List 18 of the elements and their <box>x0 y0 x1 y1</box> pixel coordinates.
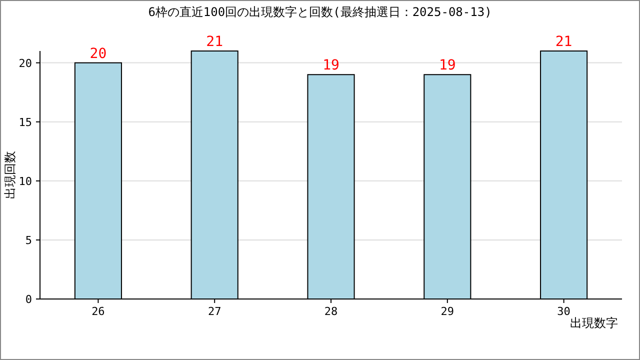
x-tick-label: 26 <box>92 305 105 318</box>
y-tick-label: 0 <box>25 293 32 306</box>
y-tick-label: 10 <box>18 174 32 188</box>
chart-title: 6枠の直近100回の出現数字と回数(最終抽選日：2025-08-13) <box>148 5 492 19</box>
y-axis-title: 出現回数 <box>3 151 17 199</box>
data-label: 20 <box>90 46 107 62</box>
data-label: 19 <box>438 58 456 74</box>
data-label: 21 <box>555 34 572 50</box>
x-tick-label: 28 <box>324 305 338 318</box>
x-tick-label: 30 <box>557 305 570 318</box>
y-tick-label: 15 <box>18 116 32 129</box>
data-label: 19 <box>322 58 340 74</box>
x-tick-label: 29 <box>440 305 454 318</box>
y-tick-label: 5 <box>25 234 32 247</box>
x-axis-title: 出現数字 <box>570 316 618 330</box>
x-tick-label: 27 <box>208 305 222 318</box>
data-label: 21 <box>206 34 224 50</box>
y-tick-label: 20 <box>18 56 32 70</box>
